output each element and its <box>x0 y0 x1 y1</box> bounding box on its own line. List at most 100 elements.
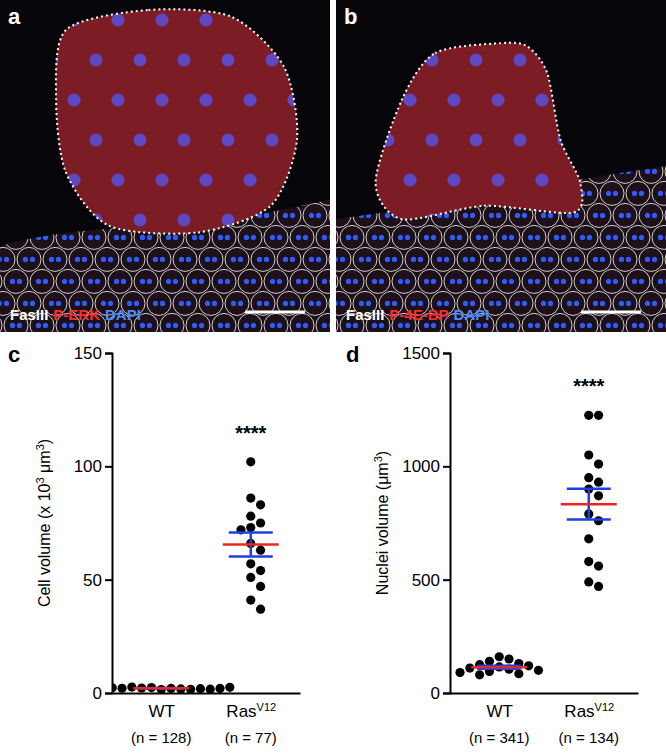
nucleus <box>600 169 605 174</box>
cell-outline <box>4 181 28 205</box>
nucleus <box>303 323 308 328</box>
nucleus <box>251 235 256 240</box>
cell-outline <box>43 203 67 227</box>
nucleus <box>218 235 223 240</box>
nucleus <box>147 323 152 328</box>
nucleus <box>36 147 41 152</box>
cell-outline <box>574 225 598 249</box>
clone-nucleus <box>382 134 395 147</box>
cell-outline <box>392 225 416 249</box>
clone-nucleus <box>514 214 527 227</box>
clone-nucleus <box>266 214 279 227</box>
cell-outline <box>639 247 663 271</box>
nucleus <box>56 213 61 218</box>
nucleus <box>264 301 269 306</box>
plot-marks <box>112 457 279 693</box>
data-point <box>256 518 265 527</box>
cell-outline <box>522 313 546 332</box>
clone-nucleus <box>288 14 301 27</box>
nucleus <box>329 323 330 328</box>
nucleus <box>502 279 507 284</box>
nucleus <box>290 169 295 174</box>
nucleus <box>329 147 330 152</box>
image-panel: bFasIIIP-4E-BPDAPI <box>314 0 666 359</box>
cell-outline <box>665 203 666 227</box>
nucleus <box>56 169 61 174</box>
significance: **** <box>235 422 266 444</box>
nucleus <box>231 301 236 306</box>
clone <box>56 9 297 233</box>
figure: aFasIIIP-ERKDAPIbFasIIIP-4E-BPDAPIc05010… <box>0 0 666 755</box>
nucleus <box>101 257 106 262</box>
nucleus <box>593 169 598 174</box>
clone <box>376 43 583 220</box>
nucleus <box>199 235 204 240</box>
clone-nucleus <box>134 134 147 147</box>
cell-outline <box>303 291 327 315</box>
nucleus <box>554 279 559 284</box>
clone-nucleus <box>646 134 659 147</box>
n-label: (n = 134) <box>559 729 619 746</box>
y-axis-line <box>105 354 113 694</box>
cell-outline <box>316 269 330 293</box>
cell-outline <box>336 137 338 161</box>
nucleus <box>186 257 191 262</box>
y-axis-title: Cell volume (x 103 μm3) <box>34 439 53 607</box>
nucleus <box>580 235 585 240</box>
nucleus <box>587 279 592 284</box>
nucleus <box>225 279 230 284</box>
cell-outline <box>418 269 442 293</box>
clone-nucleus <box>426 54 439 67</box>
nucleus <box>30 169 35 174</box>
nucleus <box>437 257 442 262</box>
n-label: (n = 77) <box>225 729 277 746</box>
nucleus <box>398 323 403 328</box>
cell-outline <box>600 313 624 332</box>
nucleus <box>476 323 481 328</box>
nucleus <box>567 301 572 306</box>
clone-nucleus <box>112 94 125 107</box>
nucleus <box>379 235 384 240</box>
cell-outline <box>600 225 624 249</box>
data-point <box>584 557 593 566</box>
nucleus <box>238 257 243 262</box>
nucleus <box>82 257 87 262</box>
cell-outline <box>626 269 650 293</box>
nucleus <box>379 323 384 328</box>
nucleus <box>593 301 598 306</box>
y-axis-title: Nuclei volume (μm3) <box>372 451 391 595</box>
data-point <box>256 500 265 509</box>
cell-outline <box>303 159 327 183</box>
nucleus <box>238 301 243 306</box>
nucleus <box>561 279 566 284</box>
data-point <box>495 652 504 661</box>
nucleus <box>244 235 249 240</box>
nucleus <box>619 301 624 306</box>
nucleus <box>283 301 288 306</box>
cell-outline <box>496 225 520 249</box>
nucleus <box>277 235 282 240</box>
nucleus <box>43 147 48 152</box>
stain-label: DAPI <box>105 306 141 323</box>
nucleus <box>322 279 327 284</box>
cell-outline <box>173 291 197 315</box>
nucleus <box>309 169 314 174</box>
clone-nucleus <box>360 174 373 187</box>
nucleus <box>541 257 546 262</box>
nucleus <box>515 213 520 218</box>
y-tick: 1500 <box>402 344 450 363</box>
cell-outline <box>0 137 2 161</box>
nucleus <box>30 213 35 218</box>
nucleus <box>548 301 553 306</box>
y-axis: 050010001500 <box>402 344 450 703</box>
cell-outline <box>199 291 223 315</box>
panel-letter: c <box>8 342 20 367</box>
nucleus <box>212 301 217 306</box>
nucleus <box>225 323 230 328</box>
nucleus <box>23 257 28 262</box>
y-axis-title-part: Cell volume (x 10 <box>36 483 53 607</box>
nucleus <box>658 191 663 196</box>
nucleus <box>450 279 455 284</box>
nucleus <box>600 301 605 306</box>
clone-nucleus <box>178 54 191 67</box>
